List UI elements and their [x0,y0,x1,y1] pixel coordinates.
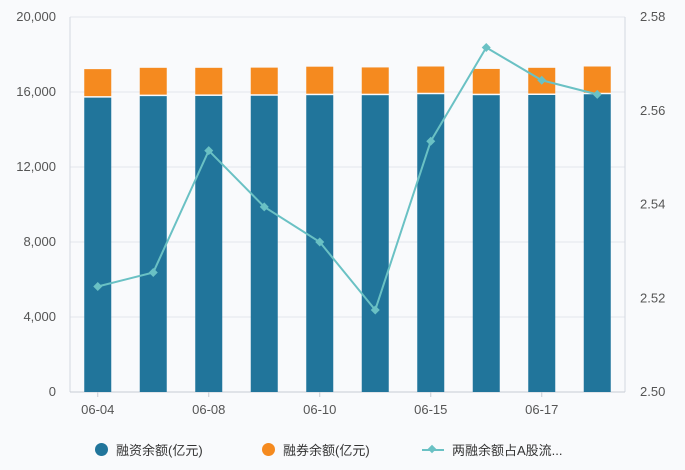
bar-financing [472,95,500,392]
line-point-margin-ratio [481,42,491,52]
bar-financing [361,95,389,392]
x-tick-label: 06-17 [525,402,558,417]
x-tick-label: 06-04 [81,402,114,417]
bar-securities-lending [250,67,278,95]
legend-swatch-securities-lending [262,443,275,456]
legend-item-securities-lending[interactable]: 融券余额(亿元) [262,440,370,459]
y-left-tick-label: 16,000 [16,84,56,99]
legend-label-financing: 融资余额(亿元) [116,443,203,458]
bar-financing [583,94,611,392]
y-left-tick-label: 4,000 [23,309,56,324]
legend-item-margin-ratio[interactable]: 两融余额占A股流... [422,440,563,459]
line-point-margin-ratio [93,282,103,292]
bar-financing [250,95,278,392]
bar-securities-lending [84,69,112,97]
y-right-tick-label: 2.50 [640,384,665,399]
bar-securities-lending [361,67,389,94]
y-left-tick-label: 0 [49,384,56,399]
legend-swatch-financing [95,443,108,456]
x-tick-label: 06-10 [303,402,336,417]
bar-financing [139,96,167,392]
bar-securities-lending [417,66,445,93]
y-left-tick-label: 8,000 [23,234,56,249]
line-point-margin-ratio [204,146,214,156]
y-right-tick-label: 2.58 [640,9,665,24]
line-margin-ratio [97,46,598,313]
x-tick-label: 06-15 [414,402,447,417]
bar-financing [84,97,112,392]
bar-securities-lending [306,66,334,94]
bar-securities-lending [472,68,500,94]
line-point-margin-ratio [315,237,325,247]
legend-item-financing[interactable]: 融资余额(亿元) [95,440,203,459]
y-left-tick-label: 12,000 [16,159,56,174]
bar-financing [195,95,223,392]
y-right-tick-label: 2.54 [640,197,665,212]
bar-securities-lending [139,67,167,95]
x-tick-label: 06-08 [192,402,225,417]
bar-securities-lending [583,66,611,93]
legend-swatch-margin-ratio [422,443,444,456]
y-right-tick-label: 2.56 [640,103,665,118]
y-left-tick-label: 20,000 [16,9,56,24]
legend-label-margin-ratio: 两融余额占A股流... [452,443,563,458]
bar-financing [528,95,556,392]
legend: 融资余额(亿元) 融券余额(亿元) 两融余额占A股流... [0,438,685,462]
line-point-margin-ratio [537,75,547,85]
line-point-margin-ratio [148,267,158,277]
line-point-margin-ratio [426,136,436,146]
line-point-margin-ratio [370,305,380,315]
line-point-margin-ratio [259,202,269,212]
line-point-margin-ratio [592,89,602,99]
y-right-tick-label: 2.52 [640,290,665,305]
legend-label-securities-lending: 融券余额(亿元) [283,443,370,458]
bar-securities-lending [195,67,223,95]
